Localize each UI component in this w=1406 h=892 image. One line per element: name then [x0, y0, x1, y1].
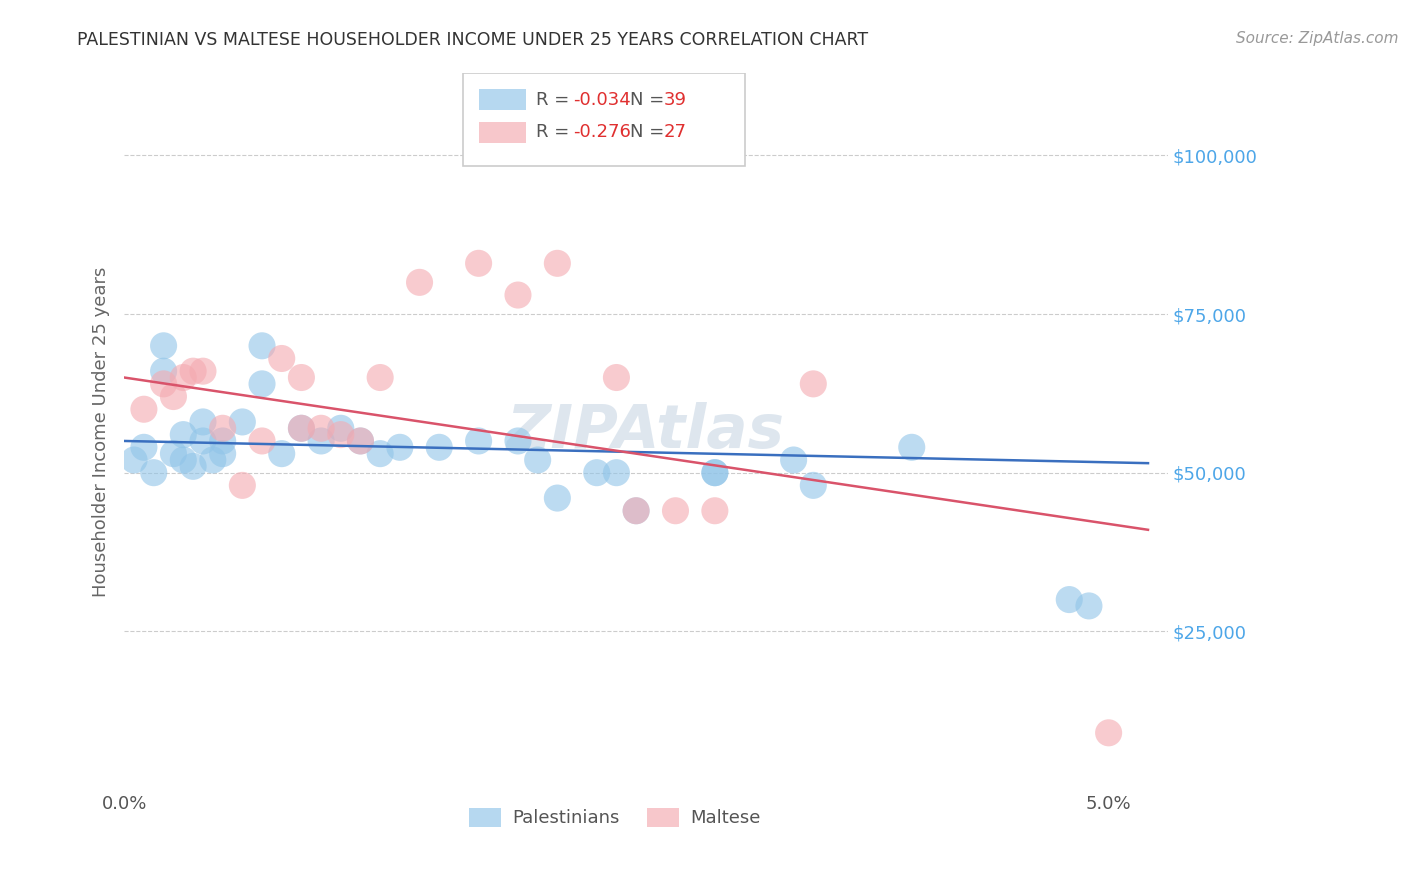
Point [270, 351, 292, 366]
Point [388, 440, 411, 454]
Point [231, 478, 253, 492]
Point [467, 256, 489, 270]
Point [624, 504, 647, 518]
Point [231, 415, 253, 429]
Text: ZIPAtlas: ZIPAtlas [508, 402, 785, 461]
Point [211, 421, 233, 435]
FancyBboxPatch shape [464, 73, 745, 166]
Point [506, 434, 529, 448]
Point [605, 370, 627, 384]
Point [191, 364, 214, 378]
Point [506, 288, 529, 302]
Point [211, 447, 233, 461]
Point [1057, 592, 1080, 607]
Point [349, 434, 371, 448]
Point [546, 491, 568, 505]
Point [526, 453, 548, 467]
Point [181, 364, 204, 378]
Point [191, 434, 214, 448]
Point [172, 370, 194, 384]
Point [132, 402, 155, 417]
Point [624, 504, 647, 518]
Point [703, 466, 725, 480]
Legend: Palestinians, Maltese: Palestinians, Maltese [461, 801, 768, 835]
Point [172, 427, 194, 442]
Text: R =: R = [537, 123, 575, 142]
Point [703, 504, 725, 518]
Point [309, 421, 332, 435]
Text: R =: R = [537, 90, 575, 109]
Point [152, 376, 174, 391]
Point [250, 339, 273, 353]
Text: N =: N = [630, 123, 671, 142]
Point [290, 370, 312, 384]
Text: 27: 27 [664, 123, 686, 142]
Point [191, 415, 214, 429]
Point [181, 459, 204, 474]
Text: -0.276: -0.276 [572, 123, 631, 142]
Point [201, 453, 224, 467]
Point [900, 440, 922, 454]
Text: -0.034: -0.034 [572, 90, 631, 109]
Point [427, 440, 450, 454]
Text: Source: ZipAtlas.com: Source: ZipAtlas.com [1236, 31, 1399, 46]
Point [467, 434, 489, 448]
Text: N =: N = [630, 90, 671, 109]
Point [585, 466, 607, 480]
Point [309, 434, 332, 448]
Point [250, 434, 273, 448]
Point [152, 339, 174, 353]
Y-axis label: Householder Income Under 25 years: Householder Income Under 25 years [93, 266, 110, 597]
Point [703, 466, 725, 480]
Point [408, 276, 430, 290]
FancyBboxPatch shape [479, 89, 526, 110]
Point [368, 447, 391, 461]
Point [664, 504, 686, 518]
Point [132, 440, 155, 454]
Point [152, 364, 174, 378]
Point [546, 256, 568, 270]
Point [270, 447, 292, 461]
Point [329, 427, 352, 442]
Point [172, 453, 194, 467]
Point [1097, 726, 1119, 740]
Point [1077, 599, 1099, 613]
Point [250, 376, 273, 391]
Point [368, 370, 391, 384]
Point [211, 434, 233, 448]
Point [290, 421, 312, 435]
Text: 39: 39 [664, 90, 686, 109]
Point [801, 376, 824, 391]
Point [290, 421, 312, 435]
Point [122, 453, 145, 467]
Point [329, 421, 352, 435]
FancyBboxPatch shape [479, 122, 526, 143]
Point [605, 466, 627, 480]
Point [801, 478, 824, 492]
Point [782, 453, 804, 467]
Text: PALESTINIAN VS MALTESE HOUSEHOLDER INCOME UNDER 25 YEARS CORRELATION CHART: PALESTINIAN VS MALTESE HOUSEHOLDER INCOM… [77, 31, 869, 49]
Point [349, 434, 371, 448]
Point [162, 447, 184, 461]
Point [162, 390, 184, 404]
Point [142, 466, 165, 480]
